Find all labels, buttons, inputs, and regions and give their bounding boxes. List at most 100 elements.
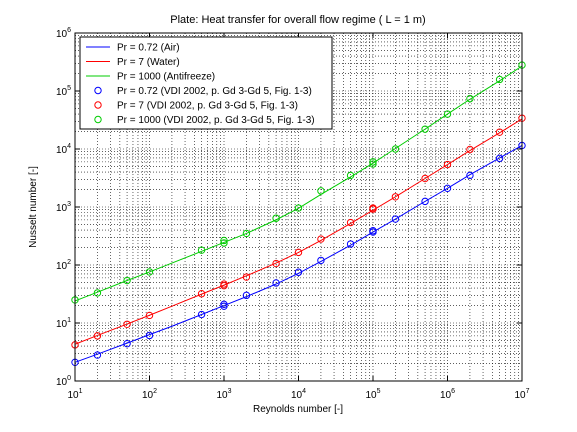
data-point-marker	[272, 259, 280, 268]
data-point-marker	[317, 187, 325, 195]
x-tick-label-exponent: 3	[228, 388, 232, 395]
data-point-marker	[443, 184, 452, 193]
data-point-marker	[123, 339, 131, 348]
data-point-marker	[346, 240, 355, 248]
y-tick-label-exponent: 2	[67, 259, 71, 266]
y-tick-label-exponent: 0	[67, 375, 71, 382]
data-point-marker	[443, 160, 452, 169]
y-tick-label: 106	[56, 27, 71, 40]
data-point-marker	[346, 218, 355, 227]
data-point-marker	[123, 320, 131, 328]
x-tick-label: 102	[142, 388, 157, 401]
data-point-marker	[93, 332, 102, 340]
legend-label: Pr = 0.72 (Air)	[117, 43, 180, 54]
data-point-marker	[421, 197, 429, 206]
data-point-marker	[391, 145, 400, 153]
series-layer	[71, 61, 526, 367]
y-tick-label: 104	[56, 143, 71, 156]
chart-title: Plate: Heat transfer for overall flow re…	[170, 14, 425, 26]
y-tick-label-base: 10	[56, 377, 68, 388]
y-tick-label-base: 10	[56, 29, 68, 40]
x-tick-label: 106	[440, 388, 455, 401]
x-tick-label: 104	[291, 388, 306, 401]
y-tick-label: 102	[56, 259, 71, 272]
data-point-marker	[197, 310, 206, 319]
y-tick-label: 105	[56, 85, 71, 98]
x-tick-label-exponent: 1	[79, 388, 83, 395]
y-tick-label-base: 10	[56, 319, 68, 330]
data-point-marker	[272, 214, 280, 222]
series-3	[74, 65, 523, 302]
y-tick-label-exponent: 1	[67, 317, 71, 324]
data-point-marker	[294, 248, 303, 257]
data-point-marker	[443, 110, 452, 118]
legend-label: Pr = 7 (Water)	[117, 57, 180, 68]
x-tick-label: 105	[365, 388, 380, 401]
data-point-marker	[466, 94, 474, 103]
series-4	[71, 141, 526, 367]
data-point-marker	[123, 276, 131, 285]
x-tick-label-base: 10	[365, 390, 377, 401]
y-tick-label-exponent: 3	[67, 201, 71, 208]
data-point-marker	[220, 302, 228, 310]
x-tick-label: 103	[216, 388, 231, 401]
legend-entry: Pr = 1000 (VDI 2002, p. Gd 3-Gd 5, Fig. …	[94, 115, 315, 126]
y-tick-label-exponent: 6	[67, 27, 71, 34]
x-tick-label-exponent: 7	[526, 388, 530, 395]
x-tick-label-base: 10	[291, 390, 303, 401]
data-point-marker	[145, 331, 154, 340]
y-axis-label: Nusselt number [-]	[28, 166, 39, 248]
series-line	[74, 65, 523, 302]
data-point-marker	[495, 128, 504, 136]
data-point-marker	[369, 227, 377, 235]
data-point-marker	[93, 289, 102, 297]
x-tick-label-base: 10	[216, 390, 228, 401]
legend-marker-swatch	[94, 115, 102, 124]
data-point-marker	[145, 268, 154, 276]
legend-box	[79, 36, 333, 130]
legend-label: Pr = 7 (VDI 2002, p. Gd 3-Gd 5, Fig. 1-3…	[117, 101, 298, 112]
legend-entry: Pr = 7 (Water)	[86, 57, 180, 68]
data-point-marker	[369, 204, 377, 212]
x-tick-label-exponent: 4	[302, 388, 306, 395]
x-tick-label-base: 10	[440, 390, 452, 401]
legend-entry: Pr = 0.72 (Air)	[86, 43, 180, 54]
y-tick-label-exponent: 4	[67, 143, 71, 150]
y-tick-label-base: 10	[56, 145, 68, 156]
data-point-marker	[391, 215, 400, 223]
x-tick-label-exponent: 2	[153, 388, 157, 395]
data-point-marker	[93, 351, 102, 359]
data-point-marker	[294, 204, 303, 212]
data-point-marker	[197, 290, 206, 298]
y-tick-label-base: 10	[56, 87, 68, 98]
data-point-marker	[145, 311, 154, 320]
x-tick-label-base: 10	[514, 390, 526, 401]
data-point-marker	[317, 235, 325, 243]
legend-entry: Pr = 0.72 (VDI 2002, p. Gd 3-Gd 5, Fig. …	[94, 86, 312, 97]
data-point-marker	[294, 268, 303, 276]
data-point-marker	[272, 279, 280, 287]
y-tick-label-exponent: 5	[67, 85, 71, 92]
legend-entry: Pr = 1000 (Antifreeze)	[86, 72, 215, 83]
x-tick-label-exponent: 6	[451, 388, 455, 395]
series-1	[74, 145, 523, 363]
x-tick-label: 107	[514, 388, 529, 401]
x-tick-label-base: 10	[67, 390, 79, 401]
data-point-marker	[391, 193, 400, 201]
data-point-marker	[220, 300, 228, 309]
data-point-marker	[421, 174, 429, 183]
x-tick-label: 101	[67, 388, 82, 401]
y-tick-label: 101	[56, 317, 71, 330]
series-line	[74, 118, 523, 345]
legend-marker-swatch	[94, 101, 102, 109]
data-point-marker	[369, 160, 377, 168]
axis-ticks	[74, 32, 523, 382]
data-point-marker	[220, 239, 228, 247]
y-tick-label: 103	[56, 201, 71, 214]
data-point-marker	[242, 229, 251, 238]
data-point-marker	[369, 158, 377, 166]
y-tick-label: 100	[56, 375, 71, 388]
data-point-marker	[220, 236, 228, 245]
data-point-marker	[495, 75, 504, 84]
